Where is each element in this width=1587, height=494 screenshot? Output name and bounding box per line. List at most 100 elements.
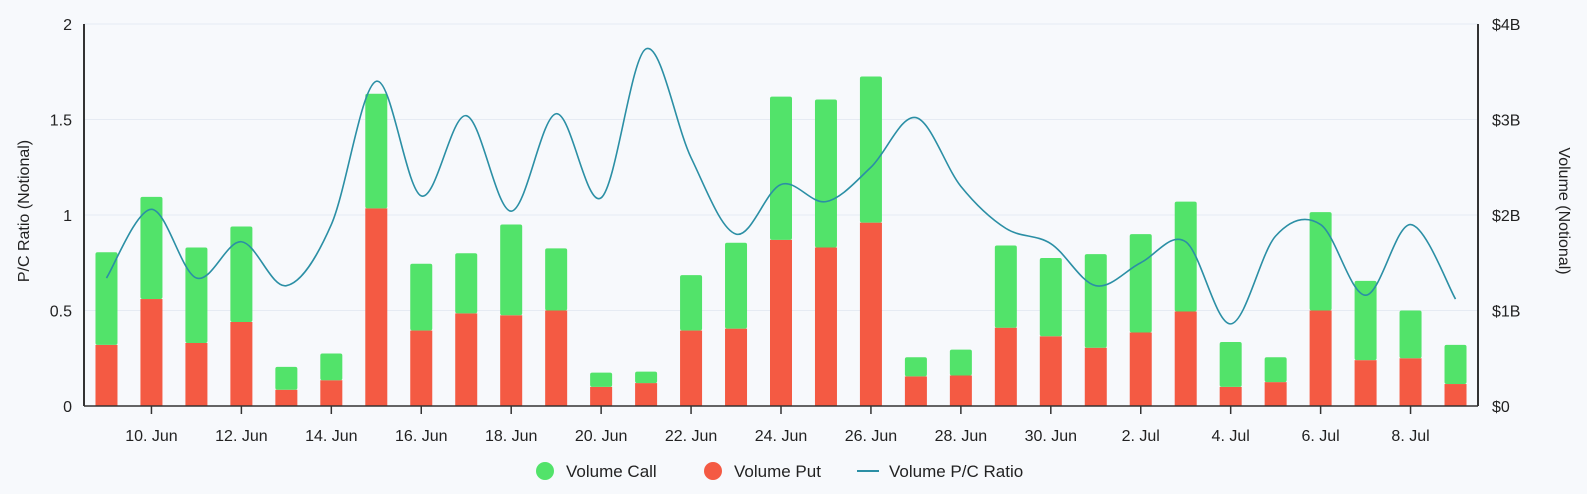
volume-bars — [95, 76, 1467, 406]
bar-call — [725, 242, 748, 329]
bar-put — [725, 328, 748, 406]
bar-put — [904, 376, 927, 406]
legend-label: Volume Put — [734, 462, 821, 481]
left-axis-title: P/C Ratio (Notional) — [16, 140, 33, 282]
legend: Volume Call Volume Put Volume P/C Ratio — [536, 462, 1023, 481]
bar-put — [1309, 310, 1332, 406]
bar-put — [814, 247, 837, 406]
x-tick-label: 8. Jul — [1391, 428, 1429, 445]
right-axis-title: Volume (Notional) — [1555, 147, 1572, 274]
legend-put-swatch — [704, 462, 722, 480]
right-tick-label: $1B — [1492, 304, 1520, 321]
bar-call — [635, 371, 658, 384]
left-tick-label: 1.5 — [50, 113, 72, 130]
bar-put — [1444, 384, 1467, 406]
bar-call — [1309, 212, 1332, 311]
legend-call-swatch — [536, 462, 554, 480]
x-tick-label: 4. Jul — [1212, 428, 1250, 445]
bar-put — [455, 313, 478, 406]
x-tick-label: 6. Jul — [1301, 428, 1339, 445]
bar-put — [1264, 382, 1287, 406]
x-axis-ticks: 10. Jun 12. Jun 14. Jun 16. Jun 18. Jun 20. J… — [125, 406, 1430, 445]
bar-put — [994, 327, 1017, 406]
x-tick-label: 2. Jul — [1122, 428, 1160, 445]
legend-label: Volume P/C Ratio — [889, 462, 1023, 481]
bar-call — [994, 245, 1017, 328]
bar-call — [275, 366, 298, 390]
x-tick-label: 14. Jun — [305, 428, 357, 445]
bar-call — [185, 247, 208, 343]
bar-call — [95, 252, 118, 345]
ratio-line — [105, 48, 1457, 325]
bar-put — [635, 383, 658, 406]
bar-call — [455, 253, 478, 314]
bar-call — [680, 275, 703, 331]
bar-call — [949, 349, 972, 376]
x-tick-label: 10. Jun — [125, 428, 177, 445]
bar-call — [1264, 357, 1287, 383]
bar-call — [1444, 344, 1467, 385]
left-axis-ticks: 0 0.5 1 1.5 2 — [50, 17, 72, 416]
right-tick-label: $3B — [1492, 113, 1520, 130]
bar-put — [500, 315, 523, 406]
bar-put — [590, 386, 613, 406]
right-tick-label: $0 — [1492, 399, 1510, 416]
bar-put — [949, 375, 972, 406]
bar-call — [410, 263, 433, 331]
bar-put — [545, 310, 568, 406]
x-tick-label: 22. Jun — [665, 428, 717, 445]
bar-call — [1219, 342, 1242, 387]
right-axis-ticks: $0 $1B $2B $3B $4B — [1492, 17, 1520, 416]
bar-call — [545, 248, 568, 311]
bar-put — [140, 299, 163, 406]
bar-put — [1219, 386, 1242, 406]
bar-put — [410, 330, 433, 406]
bar-put — [1354, 360, 1377, 406]
bar-put — [1399, 358, 1422, 406]
bar-call — [1084, 254, 1107, 348]
bar-call — [1129, 234, 1152, 333]
bar-call — [500, 224, 523, 316]
x-tick-label: 28. Jun — [935, 428, 987, 445]
bar-put — [1129, 332, 1152, 406]
bar-put — [230, 321, 253, 406]
bar-call — [365, 93, 388, 209]
legend-label: Volume Call — [566, 462, 657, 481]
bar-call — [590, 372, 613, 387]
left-tick-label: 0 — [63, 399, 72, 416]
x-tick-label: 20. Jun — [575, 428, 627, 445]
right-tick-label: $2B — [1492, 208, 1520, 225]
bar-put — [95, 344, 118, 406]
x-tick-label: 30. Jun — [1025, 428, 1077, 445]
bar-put — [185, 342, 208, 406]
x-tick-label: 12. Jun — [215, 428, 267, 445]
bar-call — [230, 226, 253, 322]
bar-put — [680, 330, 703, 406]
bar-call — [1399, 310, 1422, 359]
bar-put — [1039, 336, 1062, 406]
bar-call — [1174, 201, 1197, 312]
bar-put — [770, 239, 792, 406]
right-tick-label: $4B — [1492, 17, 1520, 34]
left-tick-label: 1 — [63, 208, 72, 225]
bar-call — [1039, 257, 1062, 337]
bar-put — [859, 222, 882, 406]
left-tick-label: 2 — [63, 17, 72, 34]
bar-call — [904, 357, 927, 377]
x-tick-label: 18. Jun — [485, 428, 537, 445]
bar-put — [275, 389, 298, 406]
x-tick-label: 26. Jun — [845, 428, 897, 445]
bar-put — [365, 208, 388, 406]
bar-call — [320, 353, 343, 381]
bar-put — [1084, 347, 1107, 406]
left-tick-label: 0.5 — [50, 304, 72, 321]
bar-call — [770, 96, 792, 240]
bar-put — [320, 380, 343, 406]
ratio-line-path — [105, 48, 1457, 325]
bar-call — [1354, 280, 1377, 361]
bar-call — [859, 76, 882, 223]
x-tick-label: 24. Jun — [755, 428, 807, 445]
bar-call — [140, 196, 163, 300]
bar-put — [1174, 311, 1197, 406]
